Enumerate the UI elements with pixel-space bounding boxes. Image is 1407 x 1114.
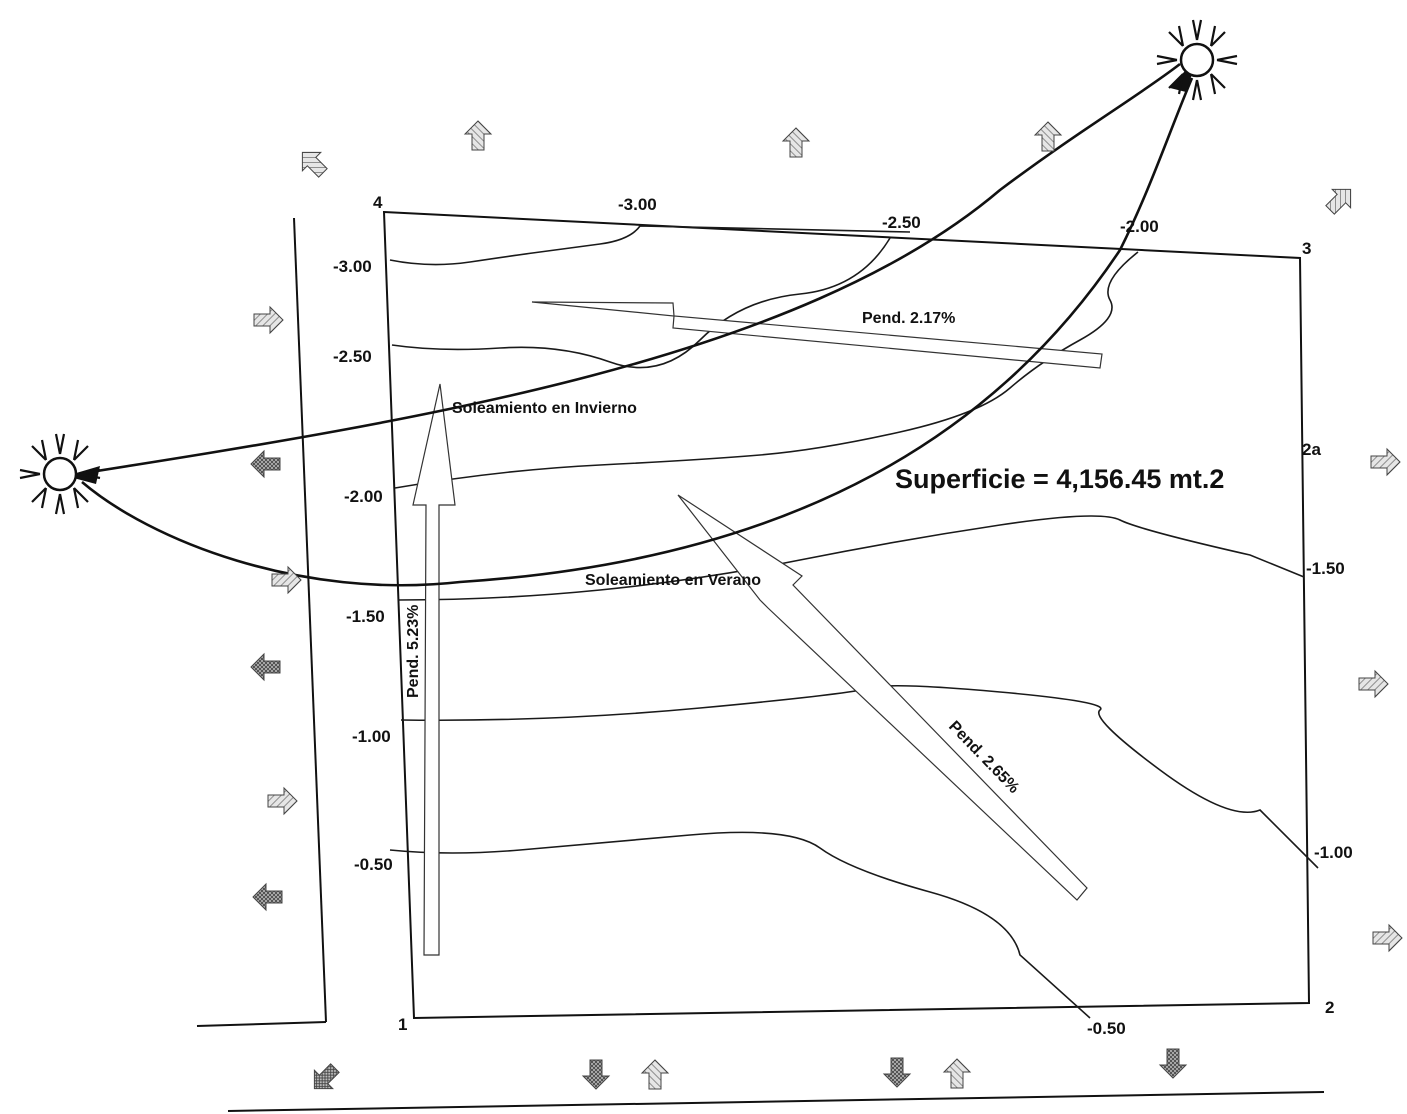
vertex-label: 2a [1302, 440, 1321, 459]
contour-line [389, 225, 911, 266]
wind-arrow-icon [1372, 924, 1403, 952]
area-label: Superficie = 4,156.45 mt.2 [895, 464, 1224, 494]
wind-arrow-icon [883, 1057, 911, 1088]
wind-arrow-icon [782, 127, 810, 158]
wind-arrow-icon [1159, 1048, 1187, 1079]
wind-arrow-icon [253, 306, 284, 334]
winter-sun-path [77, 62, 1181, 476]
contour-line [397, 515, 1305, 601]
summer-sun-label: Soleamiento en Verano [585, 572, 761, 589]
wind-arrow-icon [252, 883, 283, 911]
wind-arrow-icon [250, 450, 281, 478]
wind-arrow-icon [1370, 448, 1401, 476]
contour-label: -3.00 [618, 195, 657, 214]
slope-arrow-horizontal [531, 301, 1103, 369]
contour-label: -2.00 [1120, 217, 1159, 236]
sun-paths: Soleamiento en Invierno Soleamiento en V… [18, 18, 1239, 589]
contour-line [400, 684, 1319, 869]
contour-label: -0.50 [354, 855, 393, 874]
wind-arrow-icon [267, 787, 298, 815]
wind-arrow-icon [464, 120, 492, 151]
slope-arrow-vertical [412, 383, 456, 956]
slope-arrow-diagonal [677, 494, 1088, 901]
slope-label-vertical: Pend. 5.23% [405, 605, 422, 698]
contour-label: -1.00 [352, 727, 391, 746]
contour-line [391, 237, 891, 369]
wind-arrow-icon [582, 1059, 610, 1090]
contour-line [394, 251, 1139, 489]
contour-label: -2.00 [344, 487, 383, 506]
sunrise-sun-icon [1155, 18, 1239, 102]
contour-label: -0.50 [1087, 1019, 1126, 1038]
contour-line [389, 831, 1091, 1019]
vertex-label: 4 [373, 193, 383, 212]
wind-arrow-icon [1358, 670, 1389, 698]
contour-label: -3.00 [333, 257, 372, 276]
wind-arrow-icon [943, 1058, 971, 1089]
street-boundary-lines [196, 217, 1325, 1112]
wind-arrow-icon [1034, 121, 1062, 152]
wind-arrow-icon [292, 142, 333, 183]
contour-labels: -3.00 -2.50 -2.00 -1.50 -1.00 -0.50 -3.0… [333, 195, 1353, 1038]
slope-label-horizontal: Pend. 2.17% [862, 310, 955, 327]
winter-sun-label: Soleamiento en Invierno [452, 400, 637, 417]
vertex-labels: 4 3 2a 2 1 [373, 193, 1334, 1034]
vertex-label: 2 [1325, 998, 1334, 1017]
contour-label: -2.50 [882, 213, 921, 232]
wind-arrow-icon [304, 1058, 345, 1099]
summer-sun-path [81, 77, 1194, 587]
plot-outline [382, 210, 1311, 1020]
vertex-label: 1 [398, 1015, 407, 1034]
wind-arrow-icon [250, 653, 281, 681]
contour-label: -1.50 [1306, 559, 1345, 578]
contour-label: -1.00 [1314, 843, 1353, 862]
wind-arrow-icon [641, 1059, 669, 1090]
wind-arrow-icon [1320, 179, 1361, 220]
contour-label: -2.50 [333, 347, 372, 366]
contour-label: -1.50 [346, 607, 385, 626]
contour-lines [389, 225, 1319, 1019]
vertex-label: 3 [1302, 239, 1311, 258]
